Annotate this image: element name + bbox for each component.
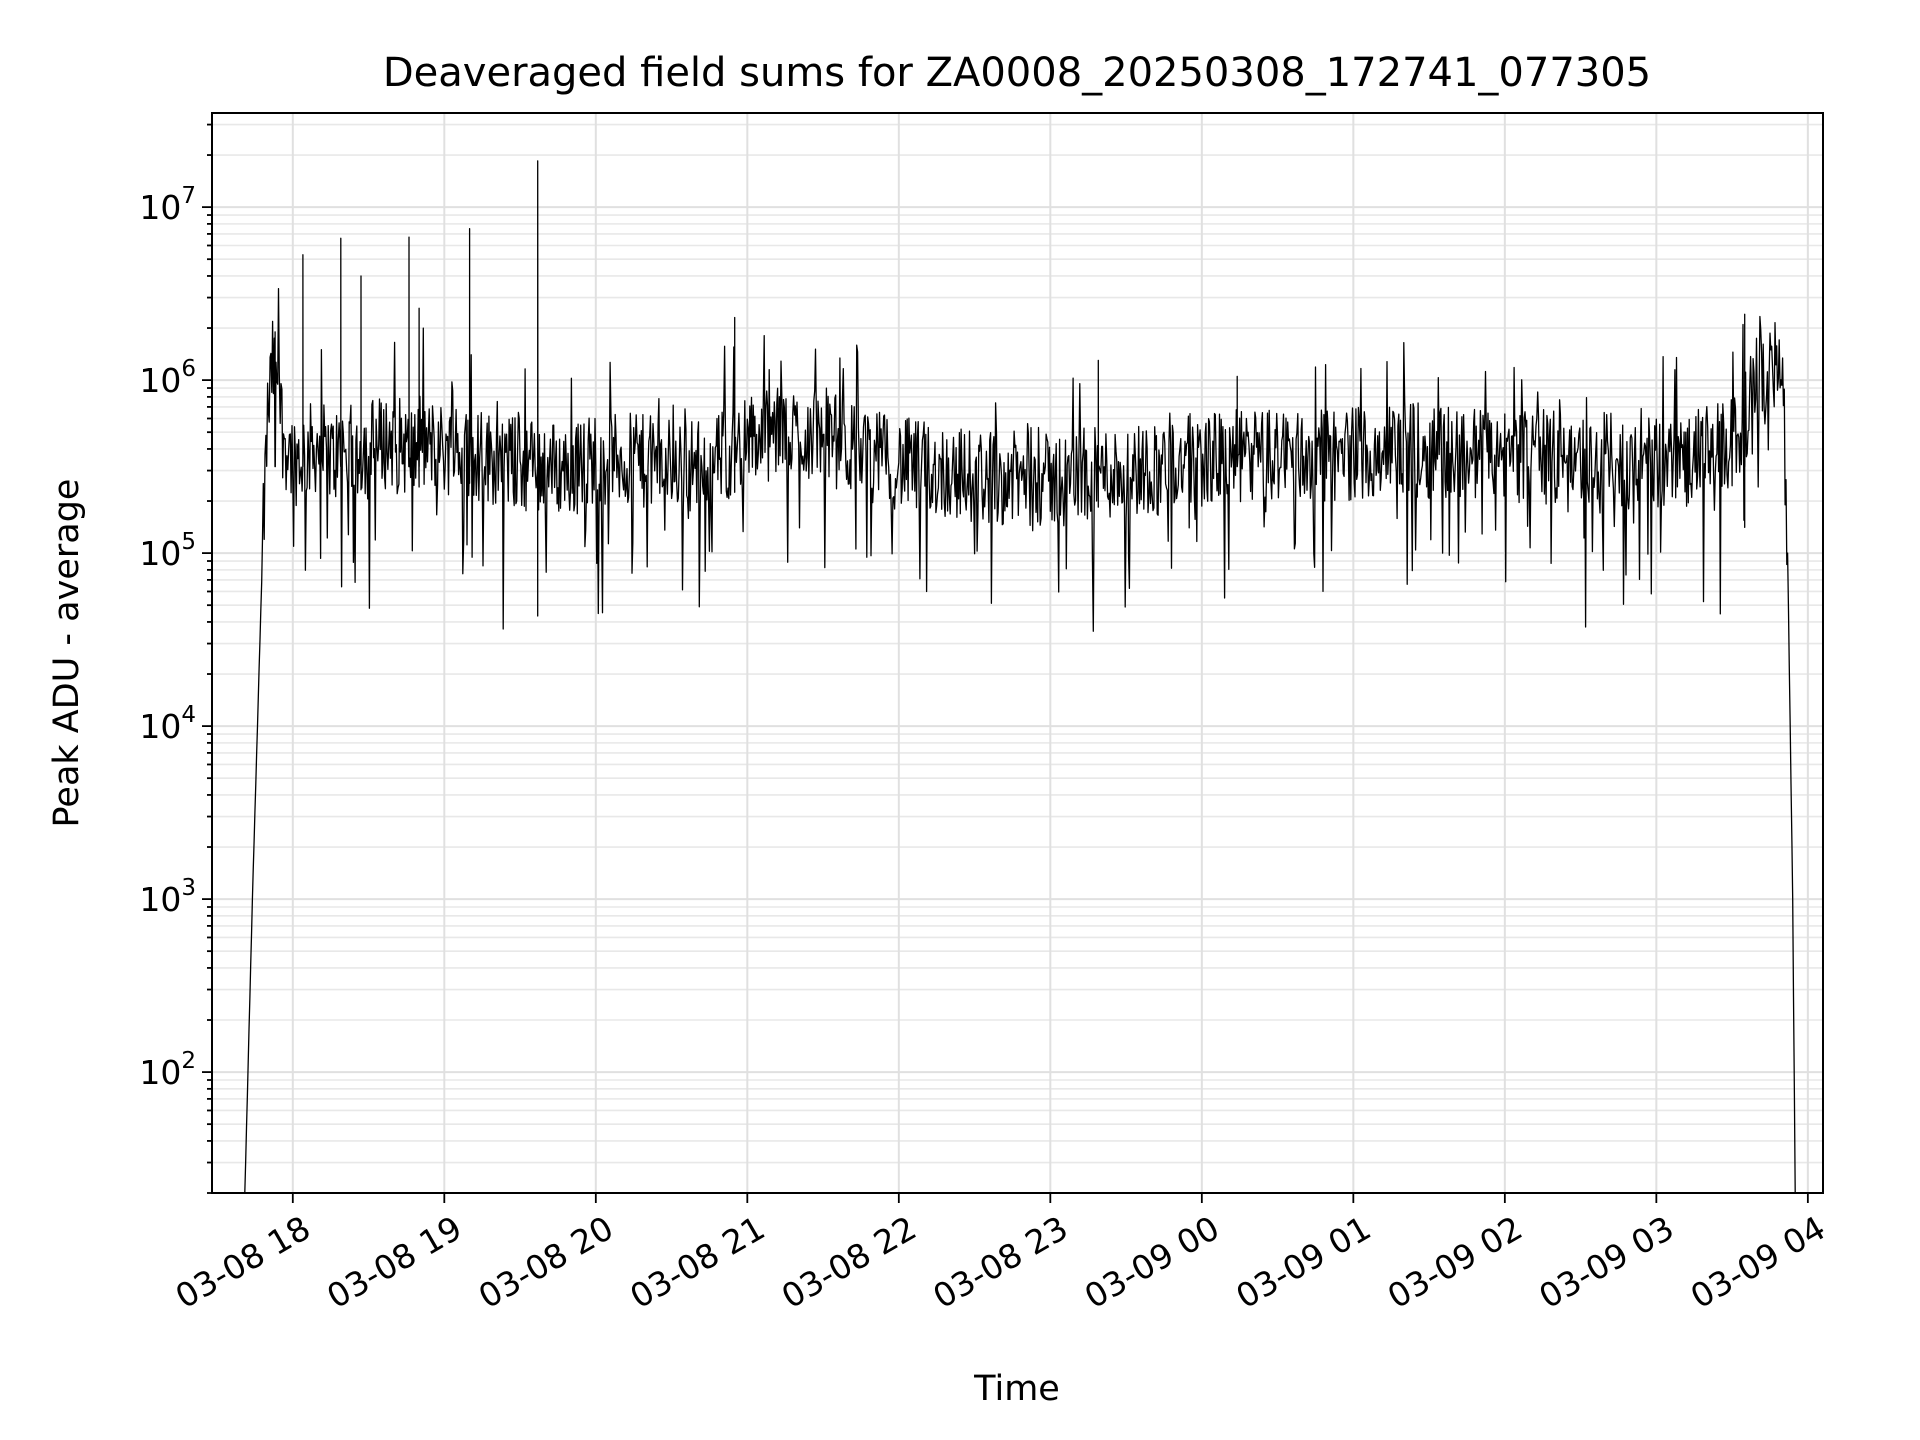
x-tick-label: 03-08 18 [169, 1208, 317, 1316]
x-axis-label: Time [973, 1369, 1060, 1409]
plot-frame [211, 112, 1824, 1194]
y-tick-label-base: 10 [139, 188, 181, 227]
x-tick-label: 03-09 00 [1078, 1208, 1226, 1316]
x-tick-label: 03-09 04 [1684, 1208, 1832, 1316]
grid [212, 113, 1823, 1194]
y-tick-label: 102 [139, 1048, 196, 1092]
y-tick-label: 104 [139, 702, 196, 746]
y-tick-label: 106 [139, 356, 196, 400]
series-group [244, 160, 1796, 1194]
y-tick-label-base: 10 [139, 880, 181, 919]
series-line [244, 160, 1796, 1194]
x-tick-label: 03-09 02 [1381, 1208, 1529, 1316]
x-tick-label: 03-08 20 [472, 1208, 620, 1316]
x-tick-label: 03-08 21 [623, 1208, 771, 1316]
y-tick-label-exponent: 6 [181, 356, 196, 382]
y-tick-label-exponent: 4 [181, 702, 196, 728]
y-tick-label-base: 10 [139, 707, 181, 746]
x-tick-label: 03-09 01 [1229, 1208, 1377, 1316]
x-axis: 03-08 18 03-08 19 03-08 20 03-08 21 03-08 22… [169, 1193, 1832, 1316]
x-tick-label: 03-08 22 [775, 1208, 923, 1316]
chart-title: Deaveraged field sums for ZA0008_2025030… [383, 50, 1651, 96]
y-tick-label-exponent: 2 [181, 1048, 196, 1074]
x-tick-label: 03-08 19 [320, 1208, 468, 1316]
y-tick-label-exponent: 5 [181, 529, 196, 555]
y-tick-label: 105 [139, 529, 196, 573]
x-tick-label: 03-08 23 [926, 1208, 1074, 1316]
y-tick-label: 103 [139, 875, 196, 919]
y-tick-label-base: 10 [139, 534, 181, 573]
y-tick-label-exponent: 3 [181, 875, 196, 901]
y-axis-label: Peak ADU - average [47, 479, 87, 828]
y-tick-label-base: 10 [139, 361, 181, 400]
y-tick-label-exponent: 7 [181, 183, 196, 209]
y-tick-label-base: 10 [139, 1053, 181, 1092]
x-tick-label: 03-09 03 [1532, 1208, 1680, 1316]
y-tick-label: 107 [139, 183, 196, 227]
